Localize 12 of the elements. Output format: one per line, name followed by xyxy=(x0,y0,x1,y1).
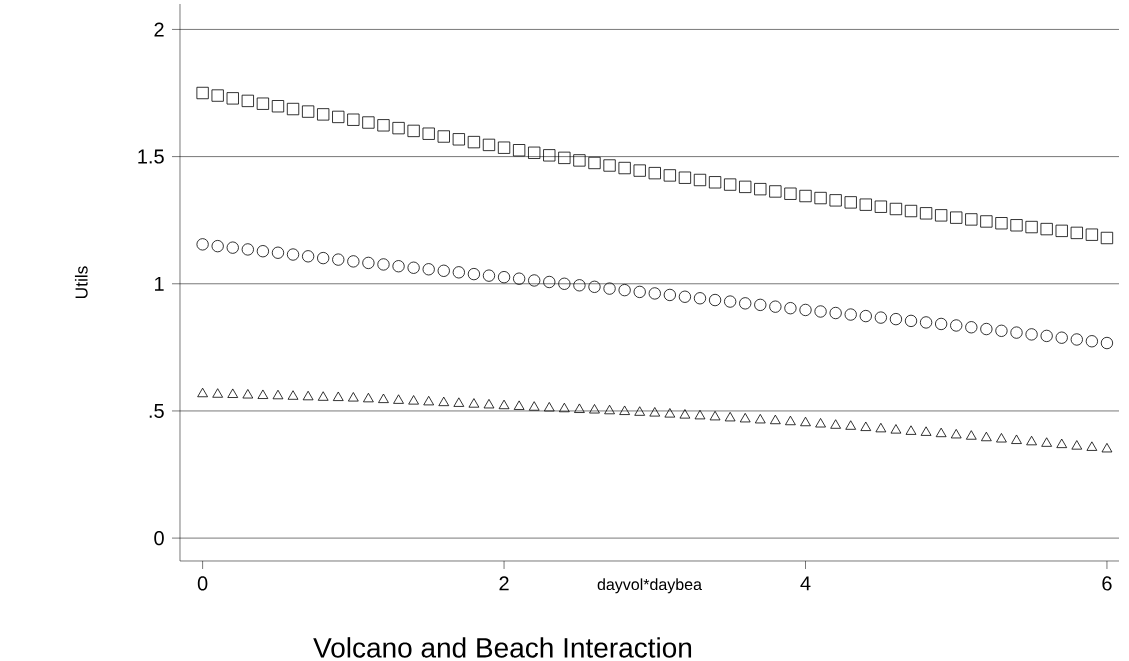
x-tick-label: 4 xyxy=(800,576,811,591)
x-tick-label: 6 xyxy=(1102,576,1112,591)
x-axis-title: dayvol*daybea xyxy=(597,578,702,594)
text: Volcano and Beach Interaction xyxy=(313,637,692,658)
y-tick-label: 2 xyxy=(154,22,164,37)
y-tick-label: 1.5 xyxy=(138,149,164,164)
x-tick-label: 0 xyxy=(197,576,208,591)
x-tick-label: 2 xyxy=(499,576,509,591)
y-tick-label: 0 xyxy=(154,531,164,546)
y-tick-label: .5 xyxy=(149,403,164,418)
y-tick-label: 1 xyxy=(155,276,164,291)
y-axis-title: Utils xyxy=(74,266,88,299)
